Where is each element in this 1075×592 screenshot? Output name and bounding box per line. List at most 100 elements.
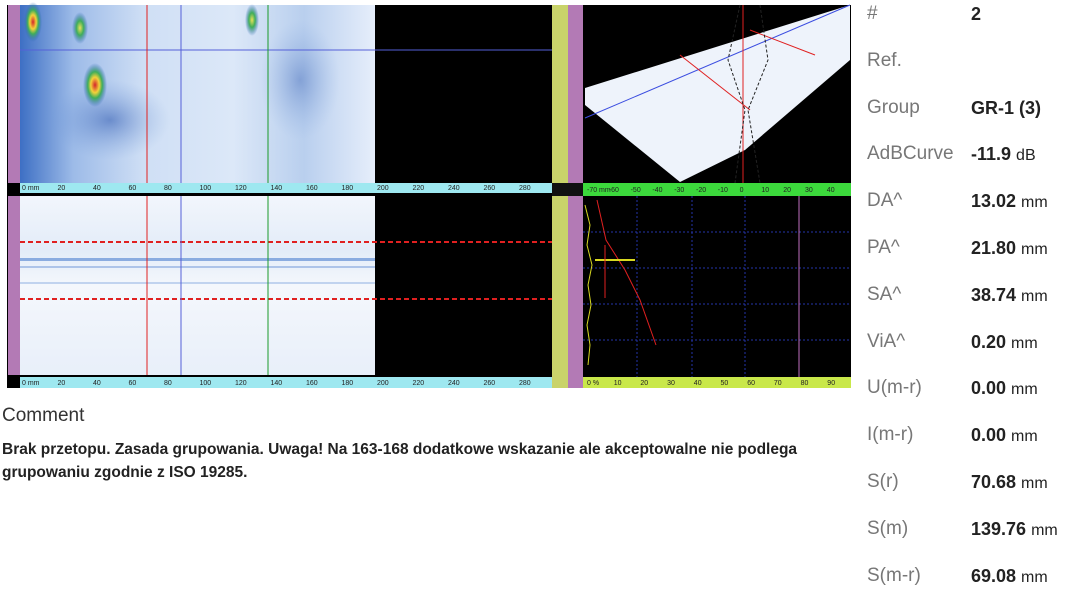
- field-label: Group: [867, 97, 920, 119]
- field-label: #: [867, 3, 878, 25]
- field-row: DA^ 13.02 mm: [867, 190, 1075, 214]
- ruler-label: 30: [667, 380, 675, 387]
- ruler-label: 80: [164, 185, 172, 192]
- ruler-label: -30: [674, 187, 684, 194]
- scan-views: 0 mm204060801001201401601802002202402602…: [0, 0, 852, 392]
- ruler-label: 60: [129, 380, 137, 387]
- ruler-label: 60: [747, 380, 755, 387]
- ruler-label: -20: [696, 187, 706, 194]
- ruler-label: 280: [519, 185, 531, 192]
- ruler-label: -40: [652, 187, 662, 194]
- ruler-label: 40: [93, 380, 101, 387]
- ruler-label: 280: [519, 380, 531, 387]
- field-label: DA^: [867, 190, 902, 212]
- value-unit: mm: [1021, 241, 1048, 258]
- ruler-label: 0 mm: [22, 380, 40, 387]
- ruler-label: 20: [58, 185, 66, 192]
- field-value: 0.00 mm: [971, 425, 1038, 446]
- value-number: 0.00: [971, 425, 1006, 445]
- field-value: 13.02 mm: [971, 191, 1048, 212]
- indication: [24, 2, 42, 42]
- field-row: PA^ 21.80 mm: [867, 237, 1075, 261]
- ruler-label: 70: [774, 380, 782, 387]
- ruler-label: 100: [200, 380, 212, 387]
- b-scan: [20, 196, 375, 375]
- value-number: GR-1 (3): [971, 98, 1041, 118]
- value-unit: dB: [1016, 147, 1036, 164]
- field-label: SA^: [867, 284, 901, 306]
- indication: [260, 20, 340, 140]
- value-unit: mm: [1021, 194, 1048, 211]
- a-scan: [583, 196, 851, 377]
- field-row: SA^38.74mm: [867, 284, 1075, 308]
- value-number: 21.80: [971, 238, 1016, 258]
- ruler-label: 180: [342, 380, 354, 387]
- ruler-label: 140: [271, 185, 283, 192]
- ruler-label: 10: [614, 380, 622, 387]
- side-ruler: [552, 183, 583, 196]
- value-unit: mm: [1031, 522, 1058, 539]
- depth-ruler: [8, 5, 20, 183]
- field-label: AdBCurve: [867, 143, 954, 165]
- indication: [245, 4, 259, 36]
- ruler-label: 10: [761, 187, 769, 194]
- ruler-label: 240: [448, 380, 460, 387]
- value-number: 0.20: [971, 332, 1006, 352]
- value-number: 13.02: [971, 191, 1016, 211]
- ruler-label: -70 mm: [587, 187, 611, 194]
- indication: [20, 258, 375, 261]
- field-value: 0.20mm: [971, 332, 1038, 353]
- field-label: S(m): [867, 518, 908, 540]
- value-number: -11.9: [971, 144, 1011, 164]
- ruler-label: 20: [783, 187, 791, 194]
- field-row: Group GR-1 (3): [867, 97, 1075, 121]
- ruler-label: 20: [640, 380, 648, 387]
- ruler-label: -50: [631, 187, 641, 194]
- ruler-label: -10: [718, 187, 728, 194]
- ruler-label: 90: [827, 380, 835, 387]
- ruler-label: 260: [484, 380, 496, 387]
- field-label: Ref.: [867, 50, 902, 72]
- field-row: Ref.: [867, 50, 1075, 74]
- field-label: S(m-r): [867, 565, 921, 587]
- field-value: 69.08mm: [971, 566, 1048, 587]
- value-unit: mm: [1011, 428, 1038, 445]
- a-scan-ruler: [583, 377, 851, 388]
- ruler-label: 260: [484, 185, 496, 192]
- ruler-label: 60: [129, 185, 137, 192]
- ruler-label: 160: [306, 380, 318, 387]
- value-unit: mm: [1011, 381, 1038, 398]
- field-value: 2: [971, 4, 981, 25]
- indication: [20, 282, 375, 284]
- value-unit: mm: [1021, 569, 1048, 586]
- field-value: -11.9 dB: [971, 144, 1036, 165]
- ruler-label: 220: [413, 380, 425, 387]
- field-label: ViA^: [867, 331, 905, 353]
- depth-ruler: [8, 196, 20, 375]
- field-label: PA^: [867, 237, 900, 259]
- ruler-label: 200: [377, 380, 389, 387]
- ruler-label: 120: [235, 185, 247, 192]
- field-value: 21.80 mm: [971, 238, 1048, 259]
- value-number: 0.00: [971, 378, 1006, 398]
- field-label: I(m-r): [867, 424, 913, 446]
- ruler-label: 80: [801, 380, 809, 387]
- ruler-label: 0: [740, 187, 744, 194]
- ruler-label: 220: [413, 185, 425, 192]
- indication: [20, 266, 375, 268]
- comment-text: Brak przetopu. Zasada grupowania. Uwaga!…: [2, 438, 847, 484]
- value-number: 70.68: [971, 472, 1016, 492]
- field-value: GR-1 (3): [971, 98, 1041, 119]
- field-row: #2: [867, 3, 1075, 27]
- indication: [83, 63, 107, 107]
- field-row: ViA^ 0.20mm: [867, 331, 1075, 355]
- ruler-label: -60: [609, 187, 619, 194]
- field-label: U(m-r): [867, 377, 922, 399]
- ruler-label: 160: [306, 185, 318, 192]
- field-value: 70.68mm: [971, 472, 1048, 493]
- side-ruler: [552, 5, 568, 388]
- value-number: 38.74: [971, 285, 1016, 305]
